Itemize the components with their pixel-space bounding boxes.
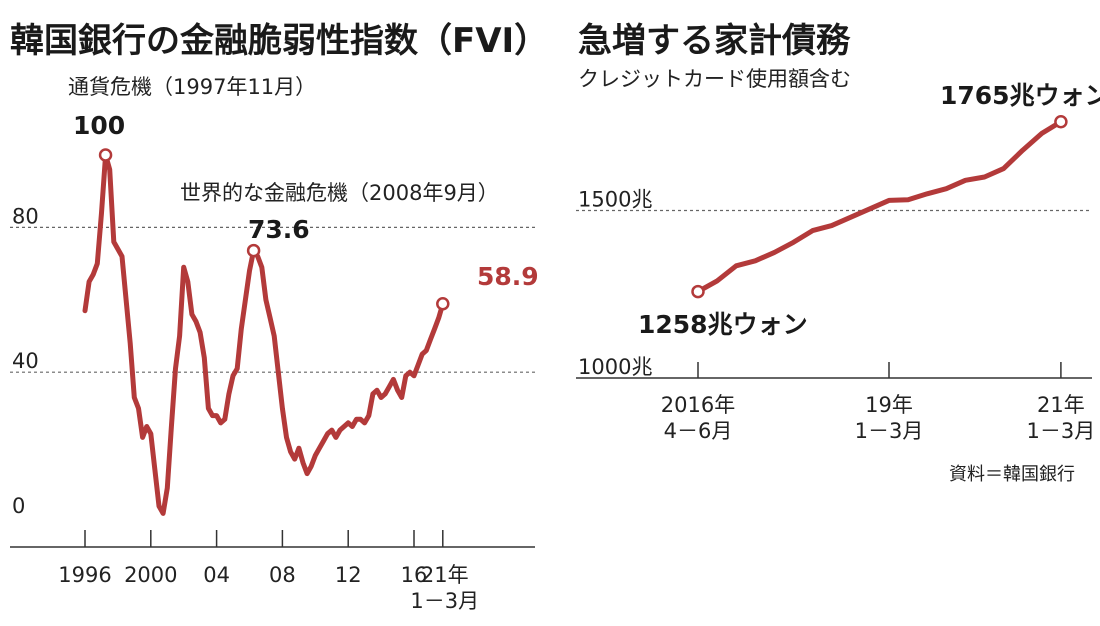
fvi-y-tick-label: 80 bbox=[12, 204, 39, 228]
debt-chart-subtitle: クレジットカード使用額含む bbox=[578, 67, 851, 91]
fvi-y-tick-label: 0 bbox=[12, 494, 25, 518]
fvi-chart-title: 韓国銀行の金融脆弱性指数（FVI） bbox=[10, 21, 548, 61]
debt-x-tick-label: 4－6月 bbox=[664, 419, 733, 443]
data-label-debt-end: 1765兆ウォン bbox=[940, 81, 1100, 110]
fvi-x-tick-label: 2000 bbox=[124, 563, 177, 587]
fvi-chart: 韓国銀行の金融脆弱性指数（FVI） 0 40 80 1996 2000 04 08 12 16… bbox=[10, 21, 548, 613]
data-label-debt-start: 1258兆ウォン bbox=[638, 310, 808, 339]
debt-point-marker bbox=[691, 284, 705, 299]
annotation-financial-crisis: 世界的な金融危機（2008年9月） bbox=[180, 181, 499, 205]
annotation-currency-crisis: 通貨危機（1997年11月） bbox=[68, 75, 316, 99]
data-label-currency-crisis: 100 bbox=[73, 111, 125, 140]
debt-y-tick-labels: 1000兆 1500兆 bbox=[578, 188, 652, 380]
fvi-series-line bbox=[82, 152, 446, 516]
debt-point-marker bbox=[1054, 114, 1068, 129]
debt-x-tick-label: 2016年 bbox=[661, 393, 735, 417]
debt-y-tick-label: 1000兆 bbox=[578, 355, 652, 379]
debt-series-line bbox=[695, 119, 1064, 295]
debt-y-tick-label: 1500兆 bbox=[578, 188, 652, 212]
fvi-point-marker bbox=[436, 297, 450, 311]
fvi-x-tick-label: 1－3月 bbox=[410, 589, 479, 613]
source-note: 資料＝韓国銀行 bbox=[949, 464, 1075, 485]
data-label-financial-crisis: 73.6 bbox=[248, 215, 310, 244]
debt-x-tick-label: 1－3月 bbox=[855, 419, 924, 443]
fvi-x-tick-label: 08 bbox=[269, 563, 296, 587]
fvi-x-tick-label: 12 bbox=[335, 563, 362, 587]
debt-x-tick-label: 1－3月 bbox=[1027, 419, 1096, 443]
debt-markers bbox=[691, 114, 1068, 299]
fvi-markers bbox=[98, 148, 450, 311]
fvi-y-tick-labels: 0 40 80 bbox=[12, 204, 39, 518]
debt-x-tick-label: 21年 bbox=[1037, 393, 1085, 417]
fvi-point-marker bbox=[98, 148, 113, 162]
fvi-x-tick-label: 16 bbox=[401, 563, 428, 587]
fvi-x-tick-label: 1996 bbox=[58, 563, 111, 587]
fvi-x-tick-label: 04 bbox=[203, 563, 230, 587]
debt-x-tick-label: 19年 bbox=[865, 393, 913, 417]
debt-chart-title: 急増する家計債務 bbox=[578, 21, 851, 61]
fvi-point-marker bbox=[246, 243, 261, 258]
fvi-y-tick-label: 40 bbox=[12, 349, 39, 373]
fvi-x-tick-label: 21年 bbox=[421, 563, 469, 587]
data-label-latest: 58.9 bbox=[477, 262, 539, 291]
household-debt-chart: 急増する家計債務 クレジットカード使用額含む 1000兆 1500兆 2016年4… bbox=[576, 21, 1100, 485]
